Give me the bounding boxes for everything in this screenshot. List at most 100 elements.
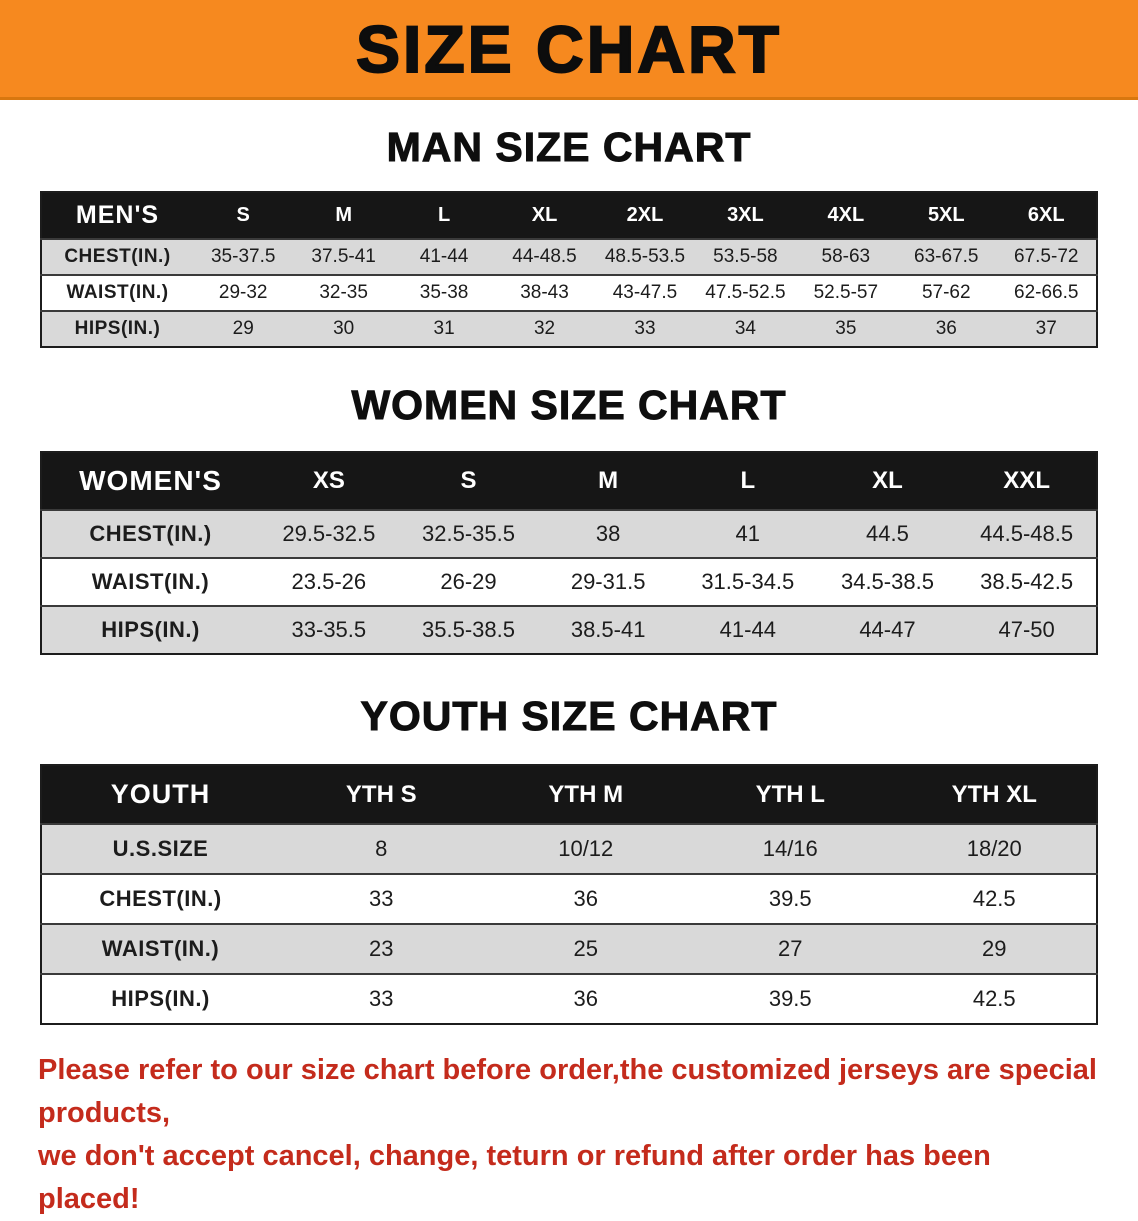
size-header-cell: YTH L	[688, 765, 893, 824]
size-header-cell: YTH XL	[892, 765, 1097, 824]
size-header-cell: XL	[494, 192, 595, 239]
row-label-cell: HIPS(IN.)	[101, 617, 200, 642]
size-value-cell: 33	[369, 986, 394, 1011]
size-value-cell: 57-62	[921, 282, 971, 303]
youth-size-table: YOUTH YTH S YTH M YTH L YTH XL U.S.SIZE 8 10/12…	[40, 764, 1098, 1025]
size-value-cell: 44.5-48.5	[980, 521, 1074, 546]
size-value-cell: 63-67.5	[914, 246, 979, 267]
size-value-cell: 44-47	[859, 617, 916, 642]
size-value-cell: 38	[595, 521, 621, 546]
size-value-cell: 38.5-42.5	[980, 569, 1074, 594]
size-header-cell: 2XL	[594, 192, 696, 239]
size-header-cell: 5XL	[896, 192, 997, 239]
size-value-cell: 33	[634, 318, 656, 339]
size-value-cell: 41-44	[719, 617, 776, 642]
size-header-cell: XL	[817, 452, 958, 510]
size-header-cell: S	[193, 192, 294, 239]
size-value-cell: 47-50	[998, 617, 1055, 642]
size-header-cell: M	[293, 192, 394, 239]
size-value-cell: 62-66.5	[1014, 282, 1079, 303]
size-value-cell: 31	[433, 318, 455, 339]
row-label-cell: HIPS(IN.)	[111, 986, 210, 1011]
size-value-cell: 38.5-41	[570, 617, 646, 642]
size-value-cell: 35.5-38.5	[422, 617, 515, 642]
table-row: CHEST(IN.) 35-37.5 37.5-41 41-44 44-48.5 48.5…	[41, 239, 1097, 275]
size-value-cell: 27	[778, 936, 803, 961]
size-value-cell: 58-63	[821, 246, 871, 267]
size-value-cell: 36	[573, 986, 598, 1011]
size-value-cell: 52.5-57	[813, 282, 879, 303]
table-row: U.S.SIZE 8 10/12 14/16 18/20	[41, 824, 1097, 874]
size-value-cell: 35	[835, 318, 857, 339]
table-header-row: MEN'S S M L XL 2XL 3XL 4XL 5XL 6XL	[41, 192, 1097, 239]
table-title-cell: WOMEN'S	[41, 452, 259, 510]
size-value-cell: 36	[935, 318, 957, 339]
size-header-cell: 4XL	[795, 192, 897, 239]
size-value-cell: 25	[573, 936, 598, 961]
size-value-cell: 37	[1035, 318, 1057, 339]
size-value-cell: 32	[533, 318, 556, 339]
size-value-cell: 32.5-35.5	[422, 521, 515, 546]
men-size-table: MEN'S S M L XL 2XL 3XL 4XL 5XL 6XL CHEST(IN.) 35-37…	[40, 191, 1098, 348]
size-value-cell: 37.5-41	[311, 246, 376, 267]
size-value-cell: 42.5	[972, 986, 1016, 1011]
table-row: CHEST(IN.) 33 36 39.5 42.5	[41, 874, 1097, 924]
youth-size-section: YOUTH SIZE CHART YOUTH YTH S YTH M YTH L YTH…	[0, 693, 1138, 1025]
table-row: WAIST(IN.) 23 25 27 29	[41, 924, 1097, 974]
size-value-cell: 43-47.5	[612, 282, 678, 303]
row-label-cell: CHEST(IN.)	[89, 521, 212, 546]
size-value-cell: 47.5-52.5	[705, 282, 786, 303]
size-value-cell: 32-35	[319, 282, 368, 303]
table-row: HIPS(IN.) 29 30 31 32 33 34 35 36 37	[41, 311, 1097, 347]
size-header-cell: YTH M	[483, 765, 688, 824]
size-value-cell: 41-44	[419, 246, 469, 267]
size-header-cell: L	[393, 192, 495, 239]
table-row: HIPS(IN.) 33-35.5 35.5-38.5 38.5-41 41-44 44-…	[41, 606, 1097, 654]
size-header-cell: YTH S	[279, 765, 484, 824]
table-row: HIPS(IN.) 33 36 39.5 42.5	[41, 974, 1097, 1024]
size-value-cell: 29.5-32.5	[282, 521, 376, 546]
row-label-cell: WAIST(IN.)	[66, 282, 169, 303]
size-value-cell: 34.5-38.5	[840, 569, 934, 594]
size-value-cell: 35-37.5	[210, 246, 276, 267]
men-section-heading: MAN SIZE CHART	[386, 124, 752, 171]
size-value-cell: 14/16	[762, 836, 818, 861]
size-value-cell: 35-38	[419, 282, 469, 303]
disclaimer: Please refer to our size chart before or…	[38, 1049, 1100, 1221]
size-value-cell: 41	[735, 521, 761, 546]
size-value-cell: 26-29	[440, 569, 497, 594]
size-header-cell: L	[677, 452, 818, 510]
women-size-table: WOMEN'S XS S M L XL XXL CHEST(IN.) 29.5-32.5 32.5…	[40, 451, 1098, 655]
size-value-cell: 44-48.5	[512, 246, 577, 267]
size-value-cell: 38-43	[520, 282, 569, 303]
size-value-cell: 48.5-53.5	[604, 246, 686, 267]
size-value-cell: 33	[369, 886, 394, 911]
size-value-cell: 44.5	[866, 521, 909, 546]
page-title: SIZE CHART	[355, 11, 782, 87]
size-value-cell: 29	[232, 318, 254, 339]
disclaimer-line-2: we don't accept cancel, change, teturn o…	[38, 1139, 991, 1215]
size-value-cell: 36	[573, 886, 598, 911]
table-row: CHEST(IN.) 29.5-32.5 32.5-35.5 38 41 44.5 44.5…	[41, 510, 1097, 558]
size-value-cell: 23	[369, 936, 394, 961]
men-size-section: MAN SIZE CHART MEN'S S M L XL 2XL 3XL 4XL 5XL 6XL…	[0, 124, 1138, 348]
youth-section-heading: YOUTH SIZE CHART	[360, 693, 778, 740]
size-header-cell: 3XL	[695, 192, 796, 239]
women-section-heading: WOMEN SIZE CHART	[351, 382, 787, 429]
table-row: WAIST(IN.) 23.5-26 26-29 29-31.5 31.5-34.5 34…	[41, 558, 1097, 606]
size-value-cell: 10/12	[558, 836, 614, 861]
table-header-row: WOMEN'S XS S M L XL XXL	[41, 452, 1097, 510]
size-value-cell: 29-32	[218, 282, 268, 303]
size-value-cell: 53.5-58	[713, 246, 778, 267]
banner: SIZE CHART	[0, 0, 1138, 100]
row-label-cell: CHEST(IN.)	[99, 886, 222, 911]
size-value-cell: 31.5-34.5	[701, 569, 795, 594]
table-header-row: YOUTH YTH S YTH M YTH L YTH XL	[41, 765, 1097, 824]
size-header-cell: XS	[259, 452, 399, 510]
size-value-cell: 33-35.5	[291, 617, 367, 642]
row-label-cell: CHEST(IN.)	[64, 246, 171, 267]
size-value-cell: 67.5-72	[1014, 246, 1079, 267]
size-header-cell: XXL	[957, 452, 1097, 510]
size-value-cell: 42.5	[972, 886, 1016, 911]
